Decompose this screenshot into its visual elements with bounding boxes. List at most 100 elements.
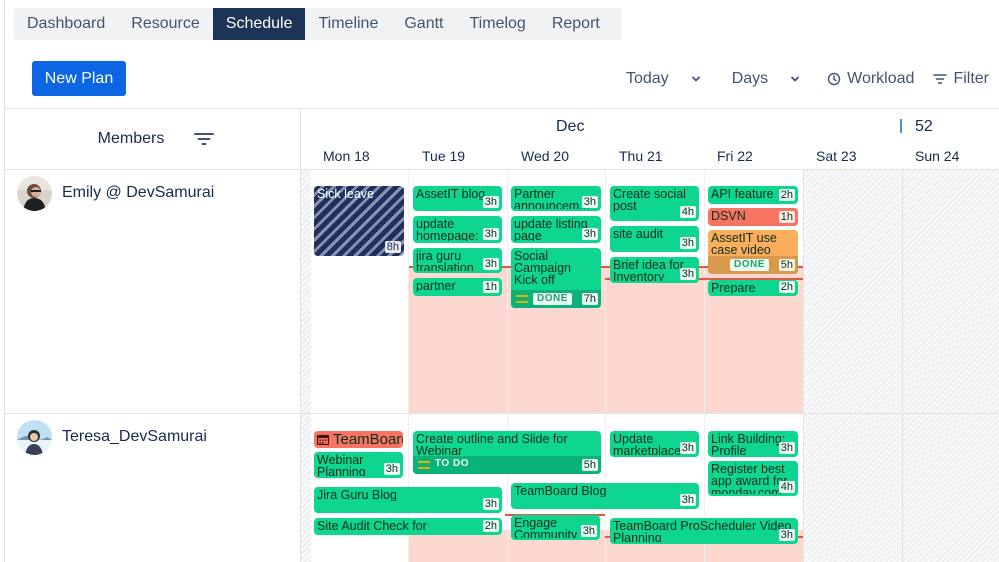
days-dropdown[interactable]: Days (732, 70, 800, 88)
chevron-down-icon (791, 76, 800, 82)
chevron-down-icon (691, 76, 700, 82)
tab-gantt[interactable]: Gantt (404, 15, 444, 32)
tab-timeline[interactable]: Timeline (318, 15, 379, 32)
task-title: site audit (613, 228, 664, 240)
workload-label: Workload (847, 70, 915, 87)
task-duration: 3h (778, 529, 795, 541)
day-divider (605, 170, 606, 562)
task-duration: 3h (482, 498, 499, 510)
task-title: DSVN (711, 210, 746, 222)
task-card[interactable]: update listing page 3h (511, 216, 601, 243)
calendar-icon (317, 434, 329, 445)
avatar-photo-icon (17, 176, 52, 211)
task-duration: 8h (384, 241, 401, 253)
task-title: Engage Community (514, 517, 578, 538)
toolbar-right: Today Days Workload Filter (626, 66, 989, 92)
task-card[interactable]: TeamBoard Blog 3h (511, 483, 699, 509)
task-duration: 4h (679, 206, 696, 218)
frame-border (4, 0, 5, 562)
task-card[interactable]: Webinar Planning 3h (314, 452, 403, 478)
task-duration: 3h (482, 196, 499, 208)
member-row: Teresa_DevSamurai (5, 414, 999, 562)
filter-button[interactable]: Filter (933, 70, 989, 88)
task-card[interactable]: DSVN 1h (708, 208, 798, 226)
workload-button[interactable]: Workload (827, 70, 914, 88)
task-card[interactable]: Register best app award for monday.com 4… (708, 461, 798, 496)
task-title: Site Audit Check for (317, 520, 427, 532)
task-duration: 2h (778, 189, 795, 201)
task-duration: 2h (778, 281, 795, 293)
task-card[interactable]: site audit 3h (610, 226, 699, 252)
today-label: Today (625, 70, 669, 87)
new-plan-button[interactable]: New Plan (32, 61, 126, 96)
task-title: TeamBoard Blog (514, 485, 607, 497)
task-card[interactable]: update homepage: 3h (413, 216, 502, 243)
avatar-photo-icon (17, 420, 52, 455)
member-name[interactable]: Emily @ DevSamurai (62, 184, 215, 201)
task-title: Prepare (711, 282, 756, 294)
task-card[interactable]: Create social post 4h (610, 186, 699, 221)
tab-dashboard[interactable]: Dashboard (27, 15, 106, 32)
task-duration: 3h (383, 463, 400, 475)
sort-filter-icon[interactable] (194, 131, 215, 147)
task-title: Link Building: Profile (711, 433, 786, 455)
task-card[interactable]: partner 1h (413, 278, 502, 296)
task-card[interactable]: Create outline and Slide for Webinar TO … (413, 431, 601, 474)
task-card[interactable]: API feature 2h (708, 186, 798, 204)
task-card[interactable]: Site Audit Check for 2h (314, 518, 502, 535)
tab-timelog[interactable]: Timelog (469, 15, 526, 32)
task-card[interactable]: AssetIT blog 3h (413, 186, 502, 211)
task-title: API feature (711, 188, 774, 200)
task-card[interactable]: Brief idea for Inventory 3h (610, 257, 699, 283)
task-title: AssetIT blog (416, 188, 486, 200)
task-duration: 3h (679, 442, 696, 454)
day-divider (704, 170, 705, 562)
task-duration: 3h (581, 228, 598, 240)
week-marker (900, 119, 902, 133)
day-divider (902, 170, 903, 562)
filter-label: Filter (953, 70, 989, 87)
day-header-tue: Tue 19 (422, 148, 466, 164)
task-card[interactable]: Partner announcem... 3h (511, 186, 601, 211)
row-gutter (301, 170, 311, 562)
task-title: Create social post (613, 188, 686, 212)
task-duration: 3h (581, 196, 598, 208)
members-label: Members (97, 130, 165, 147)
task-title: Register best app award for monday.com (711, 463, 788, 494)
day-header-sun: Sun 24 (915, 148, 960, 164)
task-card[interactable]: jira guru translation 3h (413, 248, 502, 273)
status-badge: DONE (533, 293, 572, 305)
filter-icon (933, 74, 948, 84)
task-card[interactable]: AssetIT use case video DONE 5h (708, 230, 798, 274)
task-title: TeamBoard ProScheduler Video Planning (613, 520, 792, 542)
task-card-leave[interactable]: Sick leave 8h (314, 186, 404, 256)
task-duration: 3h (679, 237, 696, 249)
day-divider (507, 170, 508, 562)
avatar[interactable] (17, 420, 52, 455)
tab-resource[interactable]: Resource (131, 15, 200, 32)
tab-report[interactable]: Report (551, 15, 600, 32)
task-card[interactable]: Jira Guru Blog 3h (314, 487, 502, 513)
task-card[interactable]: Link Building: Profile 3h (708, 431, 798, 457)
task-duration: 3h (580, 525, 597, 537)
task-card[interactable]: Social Campaign Kick off DONE 7h (511, 248, 601, 308)
priority-medium-icon (516, 295, 528, 303)
day-header-fri: Fri 22 (717, 148, 753, 164)
task-card[interactable]: Engage Community 3h (511, 515, 600, 540)
task-duration: 3h (679, 268, 696, 280)
avatar[interactable] (17, 176, 52, 211)
status-bar: TO DO (413, 456, 601, 474)
day-header-thu: Thu 21 (619, 148, 663, 164)
today-dropdown[interactable]: Today (626, 70, 701, 88)
task-card[interactable]: Prepare 2h (708, 280, 798, 296)
status-bar: DONE (708, 256, 798, 274)
divider (5, 169, 999, 170)
day-header-sat: Sat 23 (816, 148, 857, 164)
task-card-event[interactable]: TeamBoard (314, 431, 403, 448)
tab-schedule[interactable]: Schedule (212, 8, 306, 40)
task-card[interactable]: TeamBoard ProScheduler Video Planning 3h (610, 518, 798, 544)
task-title: Jira Guru Blog (317, 489, 397, 501)
task-card[interactable]: Update marketplace 3h (610, 431, 699, 457)
task-title: update listing page (514, 218, 588, 241)
member-name[interactable]: Teresa_DevSamurai (62, 428, 207, 445)
